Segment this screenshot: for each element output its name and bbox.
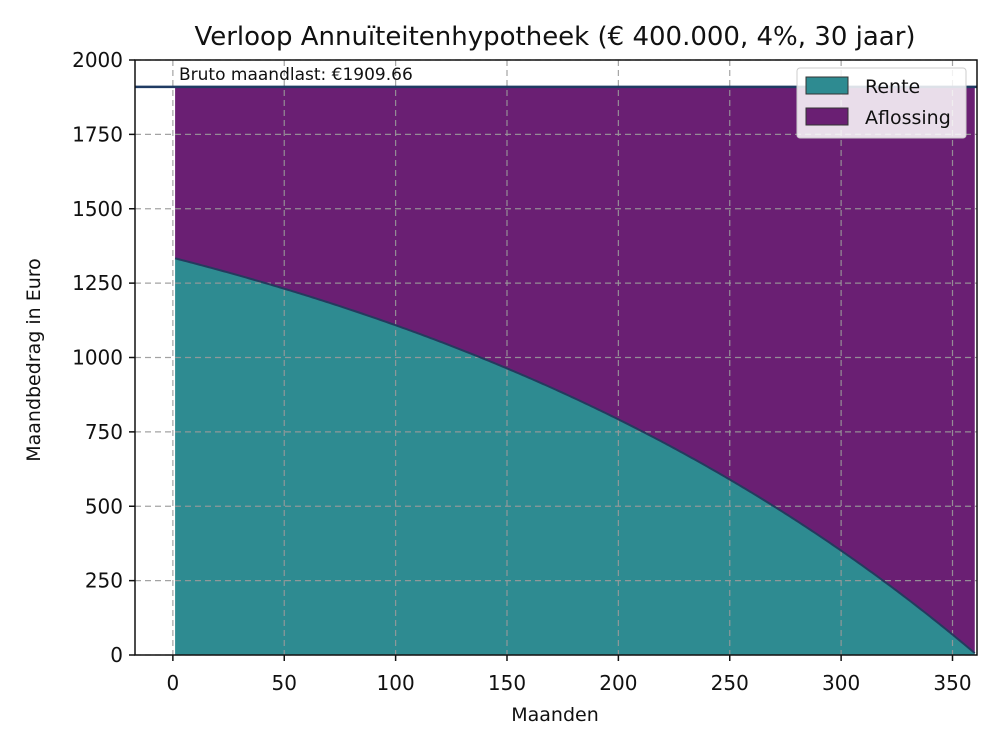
x-tick-label-200: 200 [599,671,637,695]
y-tick-label-500: 500 [85,494,123,518]
y-axis-label: Maandbedrag in Euro [23,258,45,462]
y-tick-label-750: 750 [85,420,123,444]
legend-label-aflossing: Aflossing [865,107,951,129]
y-tick-label-250: 250 [85,569,123,593]
payment-annotation: Bruto maandlast: €1909.66 [179,65,413,85]
x-tick-label-250: 250 [711,671,749,695]
y-tick-label-1250: 1250 [72,271,123,295]
y-tick-label-1750: 1750 [72,122,123,146]
area-aflossing [175,86,975,654]
x-tick-label-150: 150 [488,671,526,695]
y-tick-label-0: 0 [110,643,123,667]
x-tick-label-100: 100 [377,671,415,695]
x-axis-label: Maanden [511,704,599,726]
chart-title: Verloop Annuïteitenhypotheek (€ 400.000,… [194,22,915,52]
axes-layer: 0 50 100 150 200 250 300 350 0 250 500 750 1000 1250 1… [72,48,978,695]
legend-label-rente: Rente [865,76,920,98]
rente-boundary-line [174,257,976,654]
y-tick-label-2000: 2000 [72,48,123,72]
legend: Rente Aflossing [796,67,967,139]
x-tick-label-300: 300 [822,671,860,695]
x-tick-label-350: 350 [933,671,971,695]
x-tick-label-50: 50 [272,671,297,695]
y-tick-label-1000: 1000 [72,346,123,370]
area-layer [175,86,975,655]
legend-swatch-rente [805,76,849,95]
legend-swatch-aflossing [805,107,849,126]
x-tick-label-0: 0 [167,671,180,695]
y-tick-label-1500: 1500 [72,197,123,221]
